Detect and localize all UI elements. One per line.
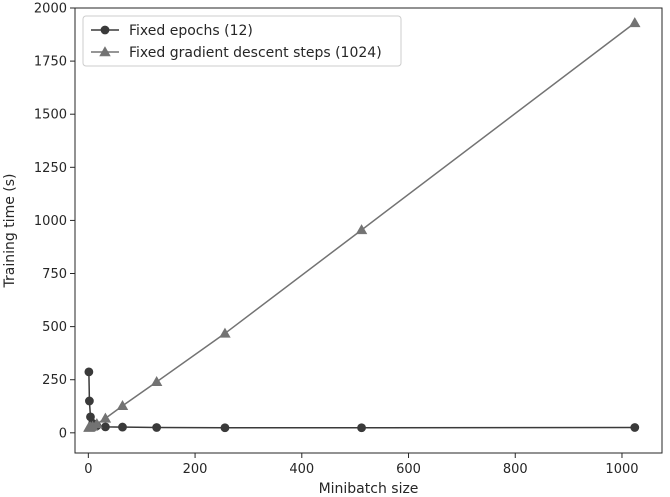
data-point [85,396,94,406]
plot-area [74,7,663,454]
data-point [150,376,163,387]
x-axis-label: Minibatch size [319,481,419,497]
data-point [629,17,641,28]
y-axis-label: Training time (s) [2,174,18,289]
series-layer [83,17,641,433]
x-axis-ticks: 0 200 400 600 800 1000 [84,453,639,477]
data-point [118,422,127,432]
data-point [219,327,231,338]
data-point [355,224,368,235]
data-point [91,418,103,429]
plot-frame [74,7,663,454]
legend-item-2: Fixed gradient descent steps (1024) [91,45,382,61]
x-tick-label: 800 [503,462,528,477]
y-tick-label: 2000 [34,2,67,17]
y-tick-label: 750 [42,267,67,282]
x-tick-label: 400 [289,462,314,477]
x-tick-label: 200 [183,462,208,477]
data-point [630,423,640,432]
y-tick-label: 1500 [34,108,67,123]
y-tick-label: 0 [59,426,67,441]
legend: Fixed epochs (12) Fixed gradient descent … [82,15,402,67]
y-tick-label: 1000 [34,214,67,229]
data-point [116,400,129,411]
y-tick-label: 250 [42,373,67,388]
legend-marker [100,25,110,35]
y-tick-label: 1750 [34,55,67,70]
series-1 [84,367,640,433]
y-tick-label: 500 [42,320,67,335]
legend-label: Fixed gradient descent steps (1024) [129,45,382,61]
x-tick-label: 1000 [605,462,638,477]
series-line [88,371,635,429]
legend-label: Fixed epochs (12) [129,23,253,39]
data-point [220,423,230,433]
series-2 [83,17,641,432]
y-axis-ticks: 0 250 500 750 1000 1250 1500 1750 2000 [34,2,75,441]
legend-frame [82,15,402,67]
legend-marker [99,46,111,57]
data-point [152,423,162,432]
y-tick-label: 1250 [34,161,67,176]
data-point [99,412,112,423]
legend-item-1: Fixed epochs (12) [91,23,253,39]
x-tick-label: 0 [84,462,92,477]
data-point [84,367,94,377]
x-tick-label: 600 [396,462,421,477]
data-point [101,422,110,432]
data-point [357,423,366,433]
